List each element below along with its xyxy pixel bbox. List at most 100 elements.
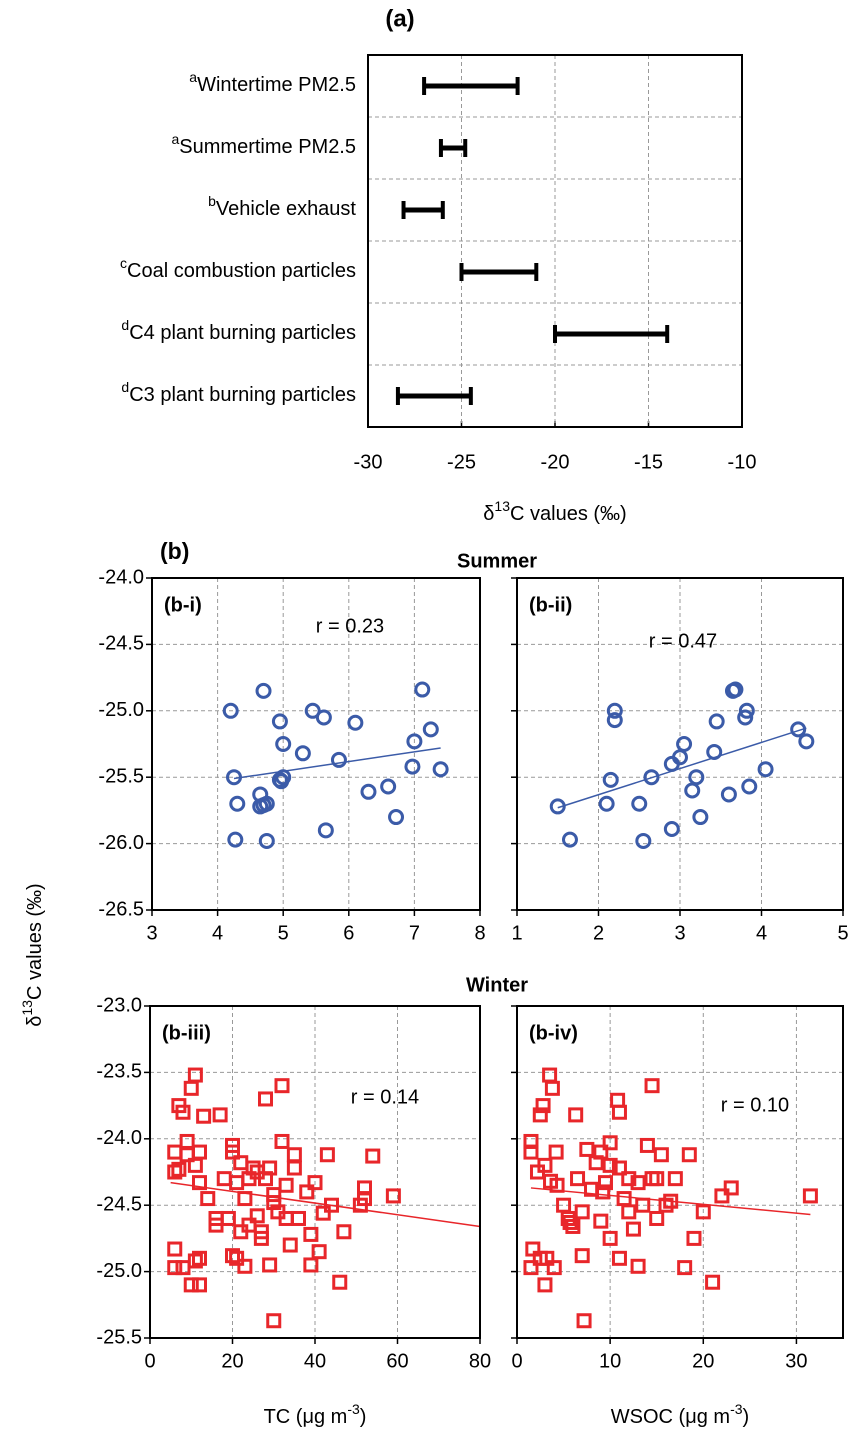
x-axis-label: TC (μg m-3) xyxy=(264,1401,367,1429)
point xyxy=(253,1224,269,1240)
x-axis-label-sup: -3 xyxy=(347,1401,360,1417)
point xyxy=(561,831,578,848)
x-axis-label: WSOC (μg m-3) xyxy=(611,1401,749,1429)
point xyxy=(255,682,272,699)
point xyxy=(262,1257,278,1273)
point xyxy=(258,1091,273,1107)
point xyxy=(179,1133,195,1149)
y-tick-label: -23.5 xyxy=(96,1061,142,1083)
panel-label: (b-iii) xyxy=(162,1022,211,1044)
point xyxy=(183,1277,199,1293)
x-tick-label: 3 xyxy=(146,922,157,944)
y-axis-label-sup: 13 xyxy=(19,1000,35,1016)
point xyxy=(167,1144,183,1160)
point xyxy=(258,795,275,812)
point xyxy=(611,1104,627,1120)
point xyxy=(273,773,290,790)
point xyxy=(723,1180,739,1196)
category-name: C3 plant burning particles xyxy=(129,384,356,406)
category-note: d xyxy=(121,317,129,333)
y-tick-label: -24.0 xyxy=(96,1127,142,1149)
panel-label: (b-i) xyxy=(164,594,202,616)
x-tick-label: -25 xyxy=(447,451,476,473)
winter-title: Winter xyxy=(466,974,528,996)
x-tick-label: 5 xyxy=(278,922,289,944)
point xyxy=(216,1171,232,1187)
category-note: d xyxy=(121,379,129,395)
point xyxy=(282,1237,298,1253)
point xyxy=(568,1107,584,1123)
category-label: aSummertime PM2.5 xyxy=(171,131,356,159)
point xyxy=(171,1161,187,1177)
point xyxy=(574,1248,590,1264)
annotation: r = 0.47 xyxy=(649,630,717,652)
x-tick-label: -20 xyxy=(541,451,570,473)
point xyxy=(245,1160,261,1176)
point xyxy=(708,713,725,730)
point xyxy=(175,1104,191,1120)
fit-line xyxy=(170,1181,481,1228)
point xyxy=(286,1147,302,1163)
x-tick-label: -15 xyxy=(634,451,663,473)
y-tick-label: -25.5 xyxy=(98,765,144,787)
point xyxy=(336,1224,352,1240)
chart-title: (a) xyxy=(385,5,414,32)
point xyxy=(294,745,311,762)
point xyxy=(286,1160,302,1176)
fit-line xyxy=(530,1187,811,1216)
panel-label: (b-ii) xyxy=(529,594,572,616)
point xyxy=(271,713,288,730)
point xyxy=(332,1274,348,1290)
point xyxy=(653,1147,669,1163)
plot-frame xyxy=(516,577,844,911)
x-tick-label: 20 xyxy=(692,1350,714,1372)
point xyxy=(602,1157,618,1173)
category-name: Wintertime PM2.5 xyxy=(197,74,356,96)
point xyxy=(196,1108,212,1124)
point xyxy=(630,1175,646,1191)
point xyxy=(274,1078,290,1094)
point xyxy=(262,1160,278,1176)
point xyxy=(303,1226,319,1242)
point xyxy=(549,1177,565,1193)
point xyxy=(593,1144,609,1160)
point xyxy=(802,1188,818,1204)
point xyxy=(258,832,275,849)
point xyxy=(611,1250,627,1266)
point xyxy=(274,1133,290,1149)
point xyxy=(630,1258,646,1274)
category-note: b xyxy=(208,193,216,209)
point xyxy=(621,1171,637,1187)
point xyxy=(639,1137,655,1153)
category-note: a xyxy=(171,131,179,147)
y-tick-label: -24.0 xyxy=(98,566,144,588)
point xyxy=(192,1144,207,1160)
point xyxy=(643,769,660,786)
point xyxy=(167,1164,183,1180)
category-name: Vehicle exhaust xyxy=(216,198,357,220)
point xyxy=(706,743,723,760)
point xyxy=(738,702,755,719)
point xyxy=(330,751,347,768)
plot-frame xyxy=(151,577,481,911)
point xyxy=(597,1175,613,1191)
point xyxy=(644,1078,660,1094)
point xyxy=(757,761,774,778)
point xyxy=(266,1187,282,1203)
annotation: r = 0.10 xyxy=(721,1094,789,1116)
fit-line xyxy=(557,727,807,809)
fit-line xyxy=(233,747,441,780)
point xyxy=(595,1184,611,1200)
point xyxy=(360,783,377,800)
category-note: a xyxy=(189,69,197,85)
point xyxy=(523,1144,539,1160)
category-label: cCoal combustion particles xyxy=(120,255,356,283)
y-tick-label: -25.5 xyxy=(96,1326,142,1348)
x-tick-label: 40 xyxy=(304,1350,326,1372)
point xyxy=(212,1107,228,1123)
point xyxy=(237,1258,253,1274)
point xyxy=(598,795,615,812)
plot-frame xyxy=(516,1005,844,1339)
point xyxy=(299,1184,315,1200)
